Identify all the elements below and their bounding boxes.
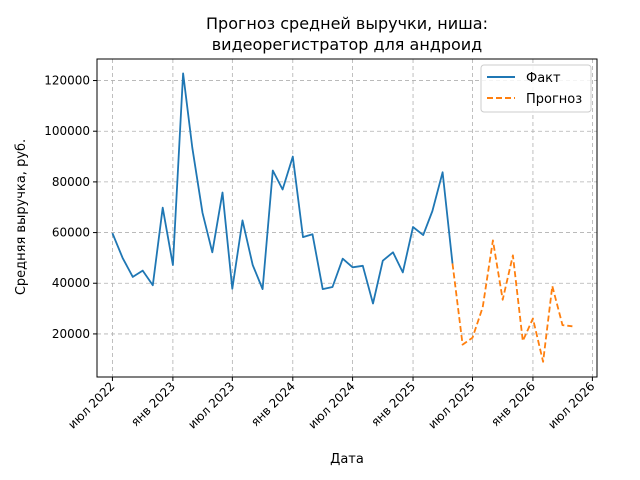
- y-tick-label: 120000: [44, 74, 90, 88]
- x-tick-label: июл 2024: [305, 379, 357, 431]
- x-tick-label: янв 2026: [488, 379, 538, 429]
- y-tick-label: 80000: [52, 175, 90, 189]
- y-tick-label: 100000: [44, 124, 90, 138]
- series-line-fact: [111, 72, 454, 305]
- legend-label-forecast: Прогноз: [526, 92, 582, 107]
- y-tick-label: 60000: [52, 226, 90, 240]
- x-tick-label: июл 2022: [65, 379, 117, 431]
- y-axis-label: Средняя выручка, руб.: [14, 139, 29, 295]
- series-line-forecast: [451, 239, 573, 363]
- y-axis-ticks: 20000 40000 60000 80000 100000 120000: [44, 74, 97, 341]
- x-tick-label: июл 2026: [545, 379, 597, 431]
- x-tick-label: июл 2023: [185, 379, 237, 431]
- x-tick-label: янв 2023: [128, 379, 178, 429]
- x-axis-ticks: июл 2022 янв 2023 июл 2023 янв 2024 июл 2024…: [65, 377, 598, 432]
- y-tick-label: 20000: [52, 327, 90, 341]
- legend-label-fact: Факт: [526, 71, 561, 86]
- x-tick-label: июл 2025: [425, 379, 477, 431]
- legend: Факт Прогноз: [480, 64, 592, 113]
- plot-area-frame: [96, 58, 598, 378]
- series-layer: [111, 72, 573, 363]
- x-tick-label: янв 2025: [368, 379, 418, 429]
- x-axis-label: Дата: [330, 452, 364, 467]
- x-tick-label: янв 2024: [248, 379, 298, 429]
- chart-title-line-1: Прогноз средней выручки, ниша:: [206, 14, 488, 33]
- chart-title-line-2: видеорегистратор для андроид: [212, 35, 483, 54]
- y-tick-label: 40000: [52, 276, 90, 290]
